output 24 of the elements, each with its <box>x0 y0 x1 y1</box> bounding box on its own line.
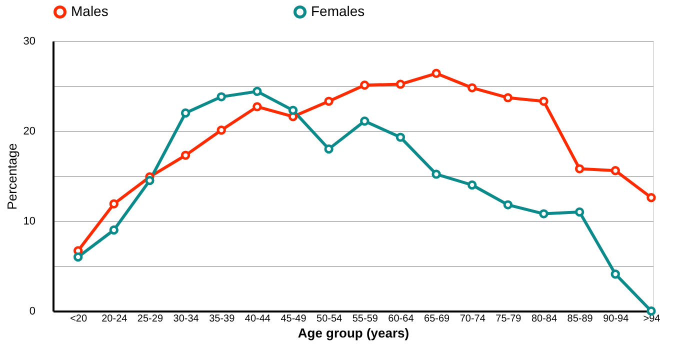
x-tick-label: 50-54 <box>316 314 343 324</box>
y-axis-title: Percentage <box>4 143 20 210</box>
x-tick-label: 70-74 <box>460 314 486 324</box>
x-tick-label: 25-29 <box>137 314 164 324</box>
y-tick-label: 10 <box>23 216 36 228</box>
x-tick-label: 30-34 <box>173 314 200 324</box>
legend-label: Males <box>71 3 108 19</box>
x-tick-label: 80-84 <box>531 314 558 324</box>
x-tick-label: 40-44 <box>244 314 271 324</box>
y-tick-label: 0 <box>29 306 36 318</box>
x-tick-label: 65-69 <box>424 314 450 324</box>
x-tick-label: 55-59 <box>352 314 378 324</box>
legend-label: Females <box>311 3 365 19</box>
x-tick-label: 20-24 <box>102 314 128 324</box>
x-tick-label: 75-79 <box>496 314 522 324</box>
x-axis-title: Age group (years) <box>298 326 410 340</box>
y-tick-label: 20 <box>23 126 36 138</box>
x-tick-label: 90-94 <box>603 314 630 324</box>
x-tick-label: 45-49 <box>280 314 307 324</box>
y-tick-label: 30 <box>23 36 36 48</box>
x-tick-label: <20 <box>70 314 88 324</box>
x-tick-label: 85-89 <box>567 314 594 324</box>
x-tick-label: 60-64 <box>388 314 414 324</box>
x-tick-label: 35-39 <box>209 314 236 324</box>
